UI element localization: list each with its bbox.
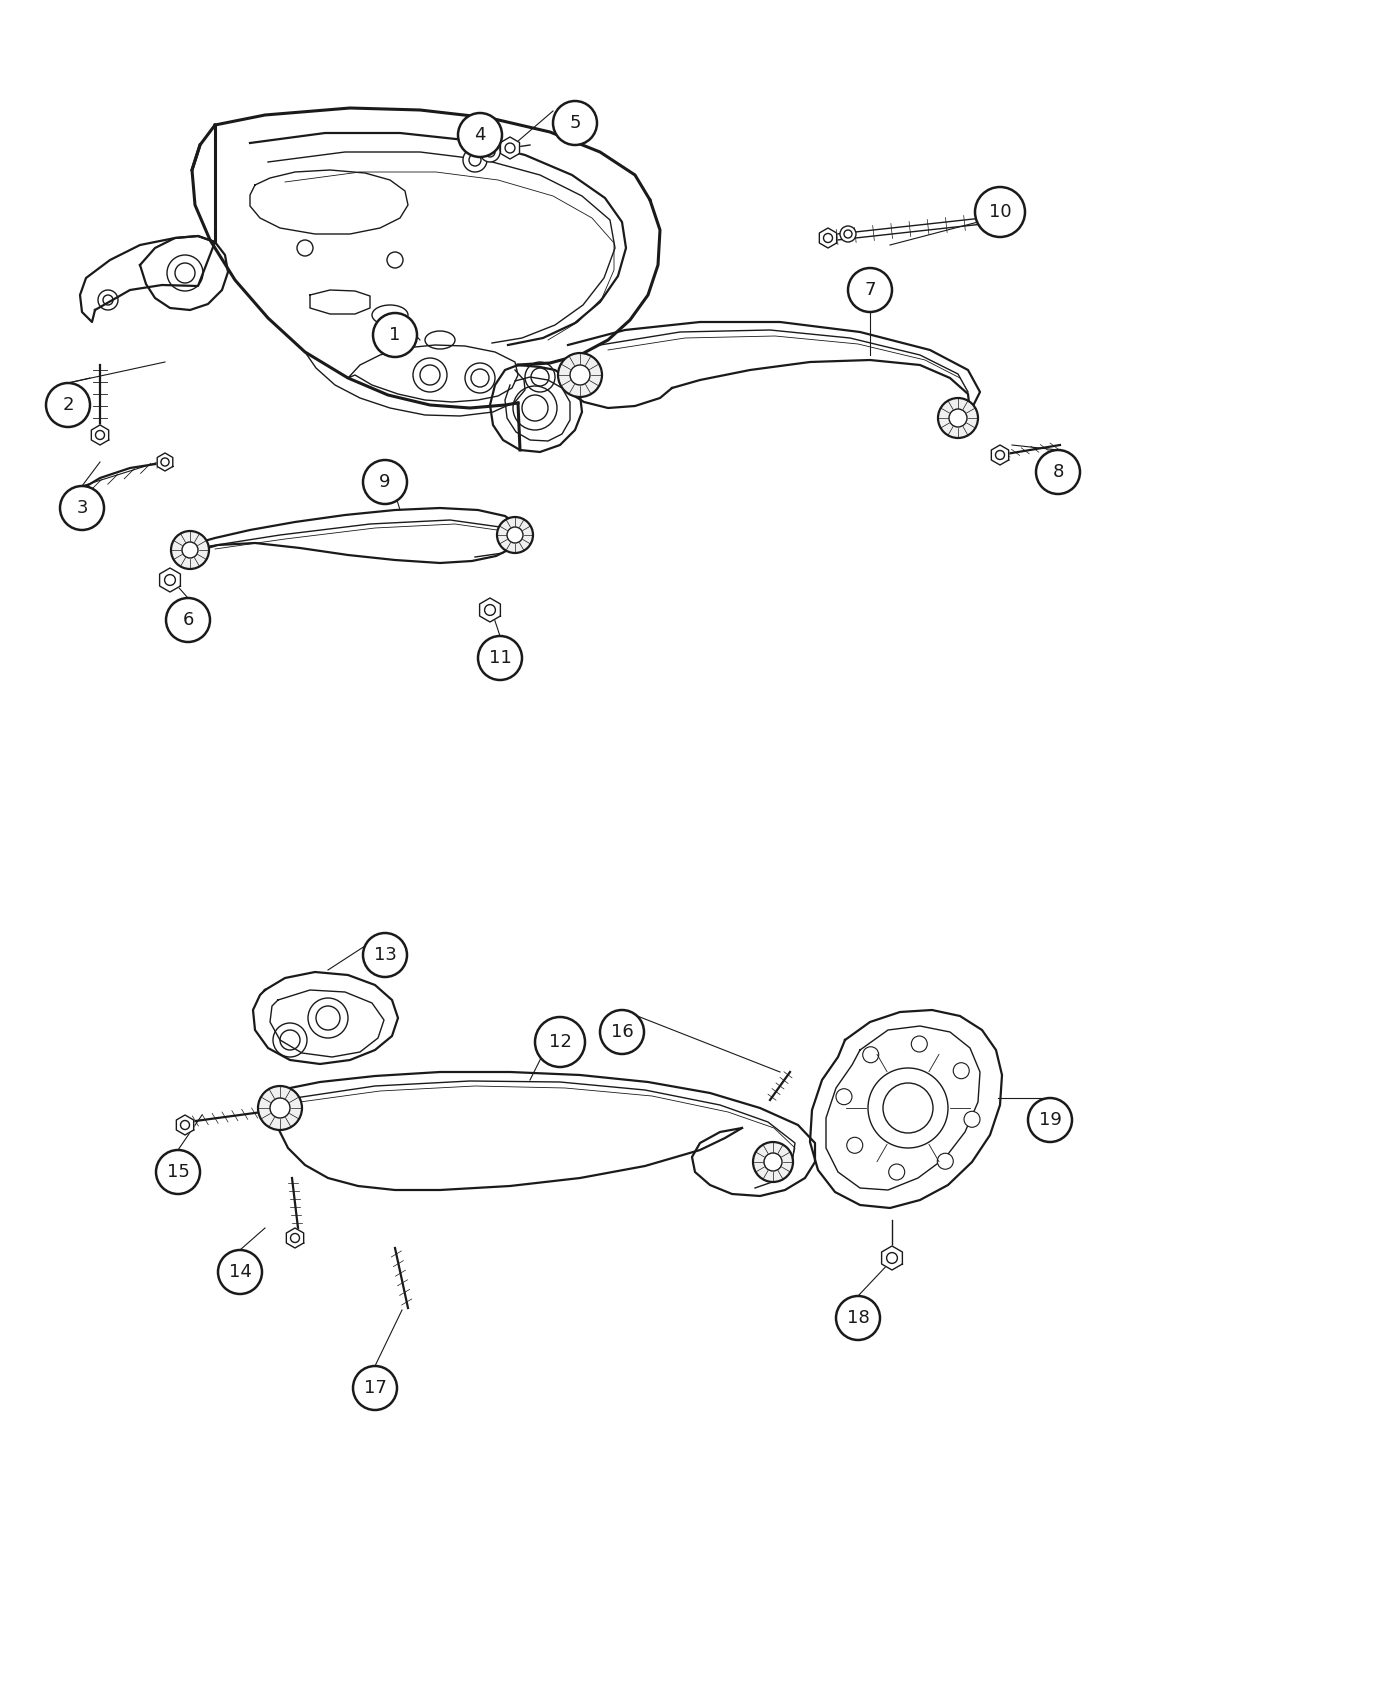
Text: 9: 9 (379, 473, 391, 491)
Text: 13: 13 (374, 945, 396, 964)
Circle shape (559, 354, 602, 398)
Text: 14: 14 (228, 1263, 252, 1282)
Text: 8: 8 (1053, 462, 1064, 481)
Circle shape (507, 527, 524, 542)
Circle shape (363, 461, 407, 503)
Circle shape (949, 410, 967, 427)
Circle shape (937, 1153, 953, 1170)
Circle shape (965, 1112, 980, 1127)
Text: 10: 10 (988, 202, 1011, 221)
Text: 19: 19 (1039, 1112, 1061, 1129)
Polygon shape (480, 598, 500, 622)
Circle shape (155, 1149, 200, 1193)
Circle shape (463, 148, 487, 172)
Circle shape (182, 542, 197, 558)
Text: 7: 7 (864, 280, 876, 299)
Circle shape (836, 1088, 853, 1105)
Circle shape (840, 226, 855, 241)
Circle shape (363, 933, 407, 977)
Circle shape (497, 517, 533, 552)
Text: 12: 12 (549, 1034, 571, 1051)
Circle shape (218, 1250, 262, 1294)
Circle shape (480, 143, 500, 162)
Polygon shape (991, 445, 1008, 466)
Circle shape (862, 1047, 879, 1062)
Polygon shape (157, 452, 172, 471)
Text: 1: 1 (389, 326, 400, 343)
Text: 2: 2 (62, 396, 74, 415)
Polygon shape (176, 1115, 193, 1136)
Text: 11: 11 (489, 649, 511, 666)
Circle shape (836, 1295, 881, 1340)
Circle shape (1036, 450, 1079, 495)
Circle shape (258, 1086, 302, 1130)
Circle shape (60, 486, 104, 530)
Circle shape (171, 530, 209, 570)
Text: 6: 6 (182, 610, 193, 629)
Circle shape (46, 382, 90, 427)
Circle shape (938, 398, 979, 439)
Circle shape (570, 366, 589, 384)
Polygon shape (500, 138, 519, 160)
Text: 17: 17 (364, 1379, 386, 1397)
Circle shape (477, 636, 522, 680)
Text: 18: 18 (847, 1309, 869, 1328)
Circle shape (889, 1164, 904, 1180)
Circle shape (847, 1137, 862, 1153)
Text: 16: 16 (610, 1023, 633, 1040)
Circle shape (458, 112, 503, 156)
Circle shape (974, 187, 1025, 236)
Circle shape (601, 1010, 644, 1054)
Text: 3: 3 (76, 500, 88, 517)
Text: 5: 5 (570, 114, 581, 133)
Polygon shape (819, 228, 837, 248)
Circle shape (848, 269, 892, 313)
Text: 15: 15 (167, 1163, 189, 1182)
Circle shape (753, 1142, 792, 1182)
Circle shape (1028, 1098, 1072, 1142)
Polygon shape (882, 1246, 903, 1270)
Circle shape (535, 1017, 585, 1068)
Text: 4: 4 (475, 126, 486, 144)
Polygon shape (287, 1227, 304, 1248)
Circle shape (764, 1153, 783, 1171)
Circle shape (911, 1035, 927, 1052)
Circle shape (553, 100, 596, 144)
Circle shape (353, 1367, 398, 1409)
Polygon shape (91, 425, 109, 445)
Circle shape (270, 1098, 290, 1119)
Circle shape (167, 598, 210, 643)
Polygon shape (160, 568, 181, 592)
Circle shape (953, 1062, 969, 1080)
Circle shape (372, 313, 417, 357)
